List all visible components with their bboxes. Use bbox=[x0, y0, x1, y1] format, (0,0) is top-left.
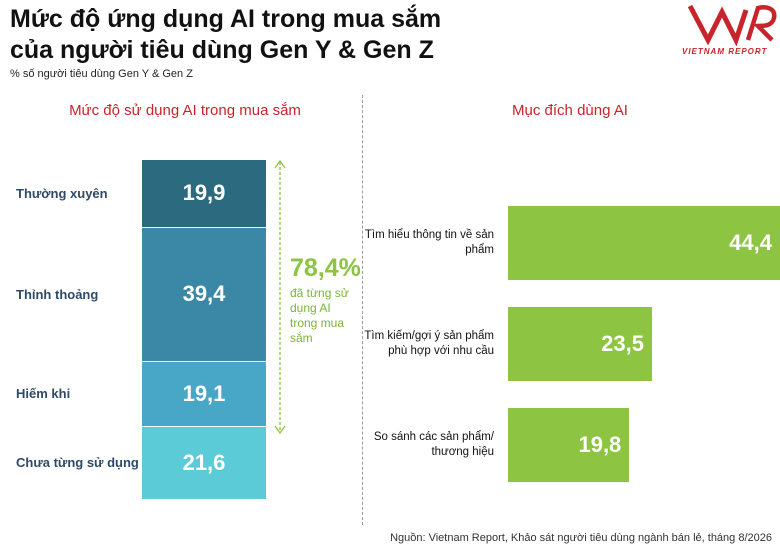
bracket-arrow-icon bbox=[274, 160, 286, 434]
source-note: Nguồn: Vietnam Report, Khảo sát người ti… bbox=[390, 532, 772, 544]
panel-divider bbox=[362, 95, 363, 525]
purpose-bar: 44,4 bbox=[508, 206, 780, 280]
title-line-2: của người tiêu dùng Gen Y & Gen Z bbox=[10, 36, 434, 64]
segment-value-label: 39,4 bbox=[182, 281, 226, 307]
bar-category-label: Tìm kiếm/gợi ý sản phẩm phù hợp với nhu … bbox=[364, 330, 494, 357]
stack-segment: 19,9 bbox=[142, 160, 266, 228]
stack-segment: 39,4 bbox=[142, 227, 266, 362]
stack-segment: 21,6 bbox=[142, 426, 266, 500]
annotation-value: 78,4% bbox=[290, 254, 361, 282]
bar-value-label: 44,4 bbox=[729, 230, 772, 255]
purpose-bar: 23,5 bbox=[508, 307, 652, 381]
title-line-1: Mức độ ứng dụng AI trong mua sắm bbox=[10, 5, 442, 33]
chart-title: Mức độ ứng dụng AI trong mua sắm của ngư… bbox=[10, 4, 441, 66]
vnr-logo-icon bbox=[687, 4, 777, 46]
chart-subtitle: % số người tiêu dùng Gen Y & Gen Z bbox=[10, 68, 193, 80]
purpose-bar: 19,8 bbox=[508, 408, 630, 482]
stack-segment: 19,1 bbox=[142, 361, 266, 427]
segment-category-label: Chưa từng sử dụng bbox=[16, 455, 139, 471]
annotation-caption: đã từng sử dụng AI trong mua sắm bbox=[290, 286, 349, 345]
segment-value-label: 21,6 bbox=[182, 449, 226, 475]
left-panel-title: Mức độ sử dụng AI trong mua sắm bbox=[69, 102, 301, 119]
segment-category-label: Thỉnh thoảng bbox=[16, 286, 99, 302]
vnr-logo: VIETNAM REPORT bbox=[678, 0, 780, 60]
segment-category-label: Hiếm khi bbox=[16, 386, 71, 402]
bar-value-label: 19,8 bbox=[578, 432, 622, 457]
bar-category-label: Tìm hiểu thông tin về sản phẩm bbox=[364, 229, 494, 256]
bar-category-label: So sánh các sản phẩm/ thương hiệu bbox=[373, 431, 494, 458]
logo-text: VIETNAM REPORT bbox=[682, 47, 768, 56]
stacked-bar: 19,9 39,4 19,1 21,6 bbox=[142, 160, 266, 500]
bar-value-label: 23,5 bbox=[601, 331, 644, 356]
segment-category-label: Thường xuyên bbox=[16, 185, 108, 201]
right-panel-title: Mục đích dùng AI bbox=[512, 102, 628, 119]
segment-value-label: 19,1 bbox=[182, 380, 226, 406]
segment-value-label: 19,9 bbox=[182, 180, 226, 206]
